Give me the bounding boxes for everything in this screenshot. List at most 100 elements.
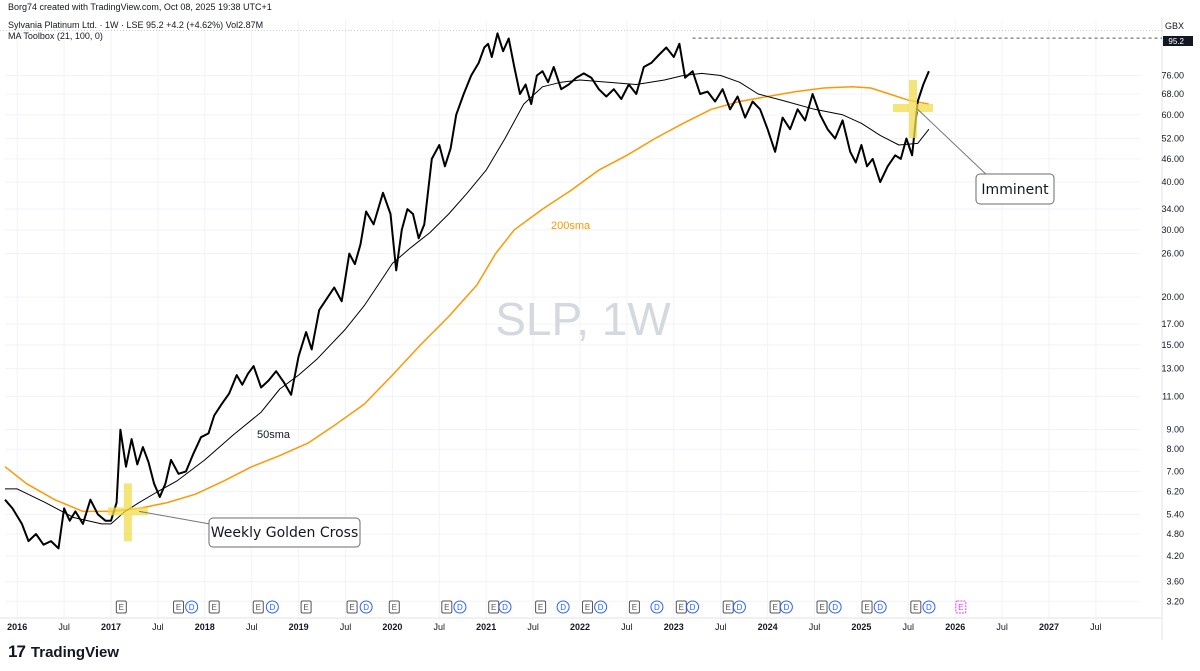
imminent-callout-text: Imminent — [981, 182, 1049, 198]
event-shape — [828, 600, 842, 614]
time-tick-label: 2018 — [195, 622, 215, 632]
earnings-event-icon[interactable]: E — [722, 600, 734, 614]
dividend-event-icon[interactable]: D — [453, 600, 467, 614]
event-type-label: E — [176, 603, 181, 612]
earnings-event-icon[interactable]: E — [861, 600, 873, 614]
earnings-event-icon[interactable]: E — [346, 600, 358, 614]
event-shape — [346, 600, 358, 614]
earnings-event-icon[interactable]: E — [115, 600, 127, 614]
event-shape — [955, 600, 967, 614]
golden-cross-callout-box — [208, 517, 361, 548]
time-tick-label: Jul — [527, 622, 539, 632]
event-type-label: E — [212, 603, 217, 612]
time-tick-label: 2021 — [476, 622, 496, 632]
event-shape — [650, 600, 664, 614]
time-tick-label: Jul — [1090, 622, 1102, 632]
event-type-label: E — [726, 603, 731, 612]
event-type-label: D — [654, 603, 660, 612]
dividend-event-icon[interactable]: D — [828, 600, 842, 614]
last-price-badge — [1163, 36, 1193, 46]
dividend-event-icon[interactable]: D — [922, 600, 936, 614]
event-type-label: D — [457, 603, 463, 612]
price-tick-label: 68.00 — [1161, 89, 1184, 99]
event-type-label: D — [560, 603, 566, 612]
event-shape — [910, 600, 922, 614]
event-type-label: D — [690, 603, 696, 612]
event-shape — [359, 600, 373, 614]
price-tick-label: 17.00 — [1161, 319, 1184, 329]
event-type-label: D — [926, 603, 932, 612]
dividend-event-icon[interactable]: D — [873, 600, 887, 614]
price-tick-label: 6.20 — [1166, 487, 1184, 497]
time-tick-label: 2023 — [664, 622, 684, 632]
earnings-event-icon[interactable]: E — [582, 600, 594, 614]
earnings-event-icon[interactable]: E — [488, 600, 500, 614]
event-type-label: D — [783, 603, 789, 612]
time-tick-label: Jul — [809, 622, 821, 632]
dividend-event-icon[interactable]: D — [265, 600, 279, 614]
price-tick-label: 46.00 — [1161, 154, 1184, 164]
dividend-event-icon[interactable]: D — [556, 600, 570, 614]
dividend-event-icon[interactable]: D — [732, 600, 746, 614]
event-type-label: E — [444, 603, 449, 612]
event-shape — [173, 600, 185, 614]
earnings-event-icon[interactable]: E — [910, 600, 922, 614]
tradingview-logo-icon: 17 — [8, 642, 26, 661]
dividend-event-icon[interactable]: D — [498, 600, 512, 614]
golden-cross-callout-text: Weekly Golden Cross — [211, 525, 359, 541]
time-tick-label: 2016 — [7, 622, 27, 632]
time-tick-label: 2020 — [382, 622, 402, 632]
event-type-label: E — [256, 603, 261, 612]
event-type-label: E — [958, 603, 963, 612]
dividend-event-icon[interactable]: D — [650, 600, 664, 614]
earnings-event-icon[interactable]: E — [208, 600, 220, 614]
event-shape — [779, 600, 793, 614]
event-shape — [252, 600, 264, 614]
price-tick-label: 34.00 — [1161, 204, 1184, 214]
dividend-event-icon[interactable]: D — [594, 600, 608, 614]
earnings-event-icon[interactable]: E — [816, 600, 828, 614]
chart-credit: Borg74 created with TradingView.com, Oct… — [8, 2, 272, 12]
watermark-text: SLP, 1W — [495, 293, 671, 345]
time-tick-label: 2027 — [1039, 622, 1059, 632]
price-line — [4, 32, 930, 550]
event-type-label: E — [864, 603, 869, 612]
earnings-event-icon[interactable]: E — [628, 600, 640, 614]
event-shape — [628, 600, 640, 614]
event-type-label: E — [772, 603, 777, 612]
time-tick-label: 2026 — [945, 622, 965, 632]
event-shape — [441, 600, 453, 614]
event-type-label: D — [363, 603, 369, 612]
price-tick-label: 30.00 — [1161, 225, 1184, 235]
indicator-info[interactable]: MA Toolbox (21, 100, 0) — [8, 31, 103, 41]
earnings-event-icon[interactable]: E — [173, 600, 185, 614]
earnings-event-icon[interactable]: E — [441, 600, 453, 614]
event-shape — [535, 600, 547, 614]
earnings-event-icon[interactable]: E — [675, 600, 687, 614]
price-tick-label: 3.60 — [1166, 577, 1184, 587]
time-tick-label: 2022 — [570, 622, 590, 632]
earnings-event-icon[interactable]: E — [955, 600, 967, 614]
event-shape — [453, 600, 467, 614]
symbol-info[interactable]: Sylvania Platinum Ltd. · 1W · LSE 95.2 +… — [8, 20, 264, 30]
earnings-event-icon[interactable]: E — [769, 600, 781, 614]
earnings-event-icon[interactable]: E — [535, 600, 547, 614]
price-tick-label: 13.00 — [1161, 364, 1184, 374]
event-type-label: E — [819, 603, 824, 612]
event-type-label: D — [189, 603, 195, 612]
time-tick-label: 2017 — [101, 622, 121, 632]
earnings-event-icon[interactable]: E — [252, 600, 264, 614]
earnings-event-icon[interactable]: E — [300, 600, 312, 614]
event-type-label: D — [737, 603, 743, 612]
dividend-event-icon[interactable]: D — [779, 600, 793, 614]
earnings-event-icon[interactable]: E — [388, 600, 400, 614]
event-type-label: D — [269, 603, 275, 612]
tradingview-footer[interactable]: 17 TradingView — [8, 642, 119, 662]
dividend-event-icon[interactable]: D — [185, 600, 199, 614]
golden-cross-marker — [107, 483, 148, 542]
dividend-event-icon[interactable]: D — [686, 600, 700, 614]
time-tick-label: Jul — [903, 622, 915, 632]
dividend-event-icon[interactable]: D — [359, 600, 373, 614]
event-type-label: E — [585, 603, 590, 612]
